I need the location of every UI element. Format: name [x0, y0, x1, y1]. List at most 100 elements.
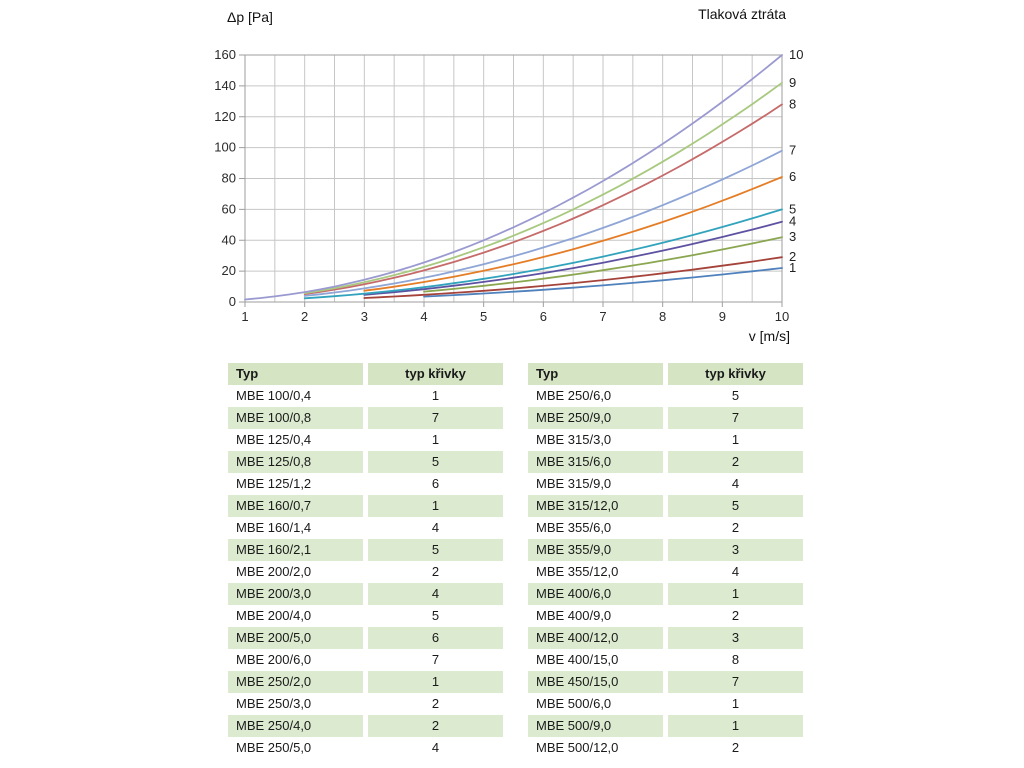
x-tick-label: 2 — [301, 309, 308, 324]
x-tick-label: 8 — [659, 309, 666, 324]
curve-label-7: 7 — [789, 143, 796, 158]
curve-8 — [303, 103, 783, 295]
y-tick-label: 120 — [214, 109, 236, 124]
chart-title: Tlaková ztráta — [698, 6, 786, 22]
table-row: MBE 250/9,0 7 — [528, 407, 803, 429]
cell-typ-krivky: 2 — [731, 520, 740, 535]
column-gap — [663, 407, 668, 429]
chart-curves — [244, 54, 783, 301]
column-gap — [663, 715, 668, 737]
table-row: MBE 355/9,0 3 — [528, 539, 803, 561]
cell-typ-krivky: 1 — [668, 715, 803, 737]
column-gap — [363, 407, 368, 429]
column-gap — [663, 539, 668, 561]
column-gap — [363, 715, 368, 737]
table-row: MBE 125/0,4 1 — [228, 429, 503, 451]
table-row: MBE 400/9,0 2 — [528, 605, 803, 627]
cell-typ-krivky: 4 — [431, 520, 440, 535]
cell-typ-krivky: 7 — [368, 407, 503, 429]
cell-typ-krivky: 2 — [431, 564, 440, 579]
y-tick-label: 100 — [214, 140, 236, 155]
curve-4 — [363, 220, 783, 296]
table-row: MBE 200/3,0 4 — [228, 583, 503, 605]
cell-typ: MBE 100/0,8 — [228, 407, 363, 429]
curve-type-table-right: Typ typ křivky MBE 250/6,0 5 MBE 250/9,0 7 MBE… — [528, 363, 803, 759]
column-gap — [663, 583, 668, 605]
table-row: MBE 200/5,0 6 — [228, 627, 503, 649]
cell-typ-krivky: 1 — [368, 495, 503, 517]
cell-typ: MBE 160/0,7 — [228, 495, 363, 517]
x-tick-label: 1 — [241, 309, 248, 324]
curve-10 — [244, 54, 783, 301]
cell-typ: MBE 100/0,4 — [236, 388, 312, 403]
cell-typ: MBE 500/6,0 — [536, 696, 612, 711]
cell-typ-krivky: 3 — [668, 627, 803, 649]
cell-typ-krivky: 4 — [431, 740, 440, 755]
column-gap — [363, 473, 368, 495]
curve-label-10: 10 — [789, 47, 803, 62]
curve-7 — [303, 149, 783, 297]
cell-typ-krivky: 1 — [731, 696, 740, 711]
column-gap — [663, 649, 668, 671]
table-row: MBE 200/2,0 2 — [228, 561, 503, 583]
table-row: MBE 355/12,0 4 — [528, 561, 803, 583]
cell-typ-krivky: 1 — [731, 432, 740, 447]
curve-label-1: 1 — [789, 260, 796, 275]
cell-typ: MBE 200/3,0 — [228, 583, 363, 605]
column-gap — [363, 561, 368, 583]
table-row: MBE 160/0,7 1 — [228, 495, 503, 517]
cell-typ-krivky: 5 — [431, 608, 440, 623]
curve-label-3: 3 — [789, 229, 796, 244]
column-gap — [363, 737, 368, 759]
cell-typ-krivky: 2 — [668, 451, 803, 473]
column-gap — [363, 627, 368, 649]
x-tick-label: 3 — [361, 309, 368, 324]
column-gap — [663, 561, 668, 583]
cell-typ: MBE 250/3,0 — [236, 696, 312, 711]
cell-typ: MBE 355/9,0 — [528, 539, 663, 561]
cell-typ: MBE 400/9,0 — [536, 608, 612, 623]
table-row: MBE 450/15,0 7 — [528, 671, 803, 693]
column-gap — [363, 385, 368, 407]
cell-typ: MBE 500/12,0 — [536, 740, 619, 755]
cell-typ: MBE 160/1,4 — [236, 520, 312, 535]
table-row: MBE 250/2,0 1 — [228, 671, 503, 693]
cell-typ-krivky: 1 — [368, 671, 503, 693]
cell-typ: MBE 355/12,0 — [536, 564, 619, 579]
column-gap — [663, 385, 668, 407]
table-row: MBE 500/6,0 1 — [528, 693, 803, 715]
cell-typ-krivky: 2 — [731, 608, 740, 623]
cell-typ-krivky: 7 — [431, 652, 440, 667]
y-tick-label: 160 — [214, 47, 236, 62]
column-gap — [663, 517, 668, 539]
cell-typ: MBE 315/6,0 — [528, 451, 663, 473]
column-gap — [663, 693, 668, 715]
y-axis-unit-label: Δp [Pa] — [227, 9, 273, 25]
x-tick-label: 6 — [540, 309, 547, 324]
x-tick-label: 10 — [775, 309, 789, 324]
header-typ-krivky: typ křivky — [668, 363, 803, 385]
table-row: MBE 315/6,0 2 — [528, 451, 803, 473]
y-tick-label: 60 — [222, 201, 236, 216]
cell-typ: MBE 250/4,0 — [228, 715, 363, 737]
column-gap — [663, 671, 668, 693]
column-gap — [363, 583, 368, 605]
cell-typ-krivky: 2 — [731, 740, 740, 755]
column-gap — [663, 429, 668, 451]
table-row: MBE 125/0,8 5 — [228, 451, 503, 473]
table-header-row: Typ typ křivky — [228, 363, 503, 385]
cell-typ: MBE 500/9,0 — [528, 715, 663, 737]
table-row: MBE 250/6,0 5 — [528, 385, 803, 407]
curve-number-labels: 12 345 6 7 8 9 10 — [789, 47, 803, 275]
y-tick-label: 140 — [214, 78, 236, 93]
column-gap — [363, 649, 368, 671]
column-gap — [363, 495, 368, 517]
table-row: MBE 315/12,0 5 — [528, 495, 803, 517]
table-row: MBE 125/1,2 6 — [228, 473, 503, 495]
curve-label-6: 6 — [789, 169, 796, 184]
table-row: MBE 500/12,0 2 — [528, 737, 803, 759]
y-tick-label: 20 — [222, 263, 236, 278]
cell-typ-krivky: 4 — [731, 564, 740, 579]
